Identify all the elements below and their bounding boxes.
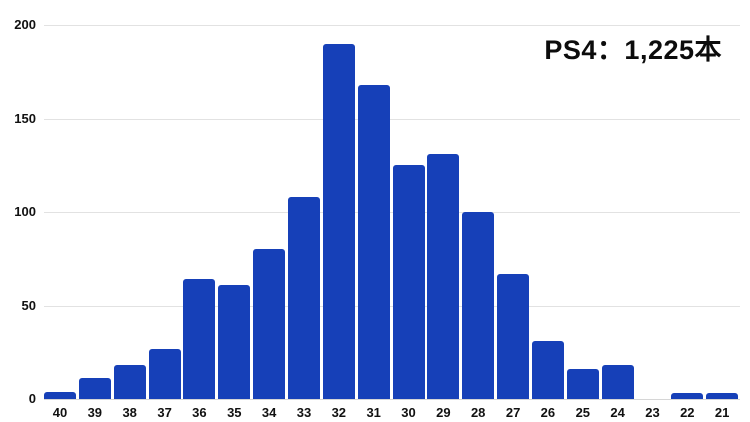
gridline [44,306,740,307]
x-tick-label: 23 [645,405,660,420]
x-tick-label: 39 [87,405,103,420]
x-tick-label: 29 [436,405,451,420]
x-tick-label: 30 [401,405,416,420]
x-tick-label: 33 [296,405,312,420]
x-tick-label: 38 [122,405,137,420]
bar-31 [357,84,390,399]
x-tick-label: 35 [227,405,242,420]
x-tick-label: 27 [505,405,521,420]
x-tick-label: 22 [680,405,695,420]
x-tick-label: 34 [261,405,277,420]
bar-24 [601,365,634,399]
bar-28 [462,212,495,399]
y-tick-label: 150 [14,111,36,126]
x-tick-label: 28 [470,405,486,420]
x-tick-label: 24 [610,405,625,420]
bar-39 [78,378,111,399]
x-tick-label: 32 [331,405,347,420]
bar-35 [218,284,251,399]
bar-27 [497,273,530,399]
bar-32 [322,43,355,399]
gridline [44,212,740,213]
bar-21 [706,393,739,399]
bar-25 [566,369,599,399]
y-tick-label: 200 [14,17,36,32]
bar-37 [148,348,181,399]
x-tick-label: 21 [714,405,730,420]
bar-29 [427,154,460,399]
x-axis-line [44,399,740,400]
y-tick-label: 0 [28,391,36,406]
y-tick-label: 50 [21,298,36,313]
bar-38 [113,365,146,399]
bar-33 [288,197,320,399]
x-tick-label: 25 [575,405,591,420]
x-tick-label: 36 [192,405,207,420]
x-tick-label: 40 [52,405,68,420]
bar-34 [253,249,286,399]
x-tick-label: 26 [540,405,556,420]
gridline [44,119,740,120]
bar-36 [183,279,216,399]
gridline [44,25,740,26]
bar-30 [392,165,425,400]
bar-40 [44,391,76,399]
x-tick-label: 37 [157,405,172,420]
y-tick-label: 100 [14,204,36,219]
bar-22 [671,393,704,399]
x-tick-label: 31 [366,405,381,420]
chart-title: PS4：1,225本 [544,35,722,65]
bar-26 [531,341,564,399]
